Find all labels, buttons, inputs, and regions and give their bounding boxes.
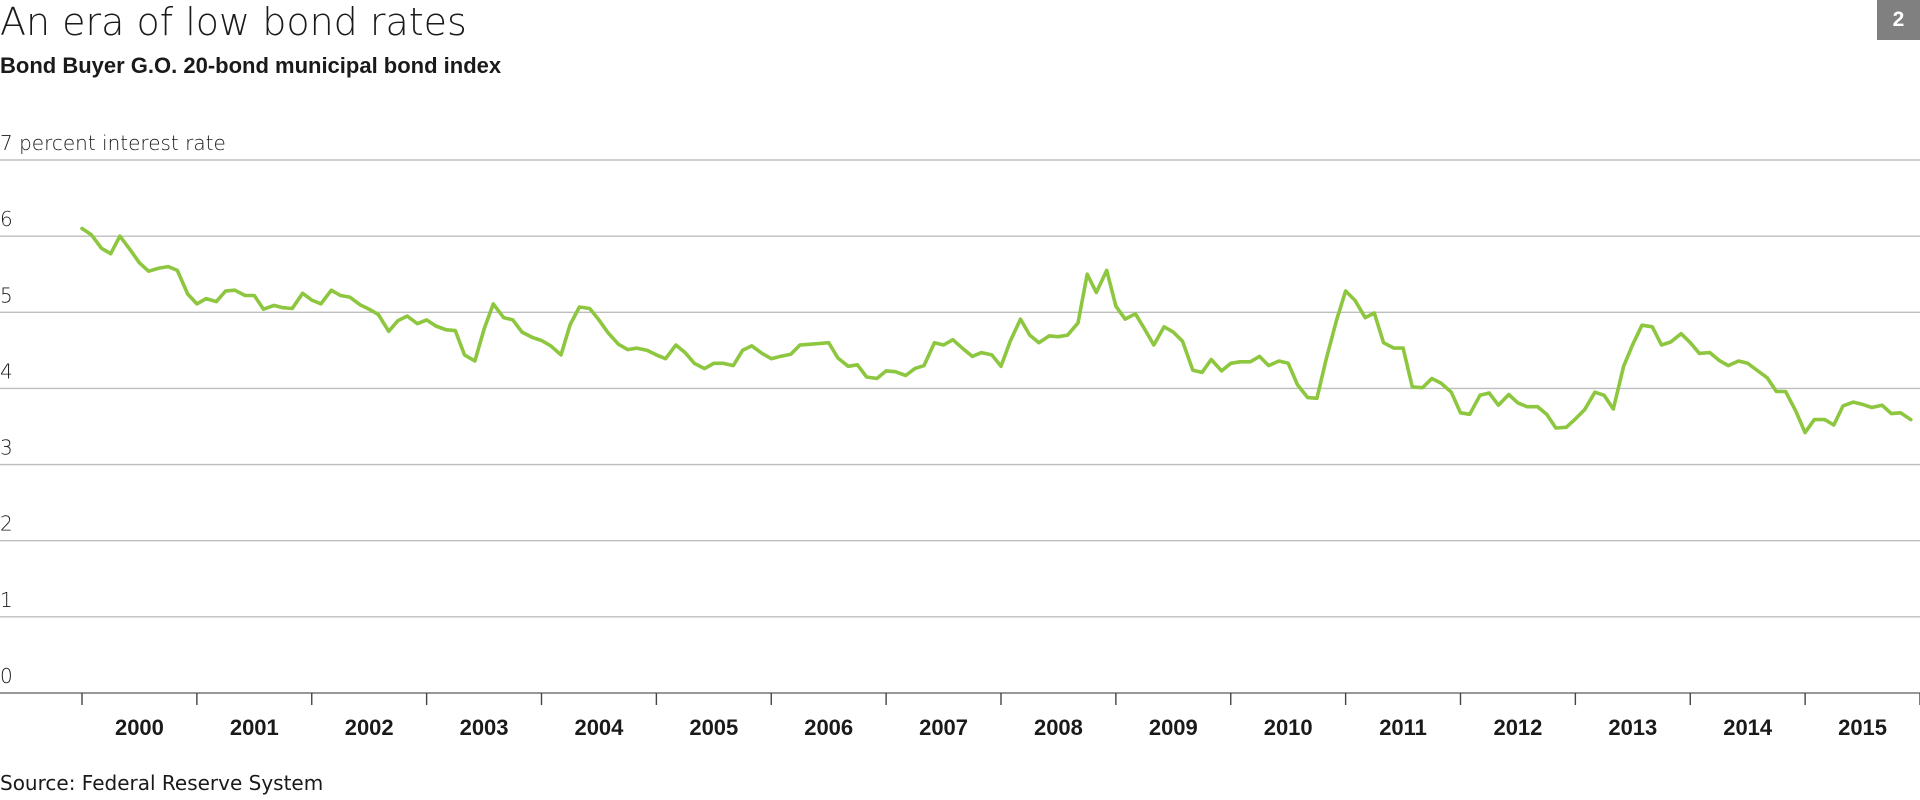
line-chart: 0 1 2 3 4 5 6 7 percent interest rate 2000 2001 20… bbox=[0, 131, 1920, 740]
y-tick-label: 7 percent interest rate bbox=[0, 131, 226, 155]
x-tick-label: 2004 bbox=[574, 715, 624, 740]
x-tick-label: 2003 bbox=[460, 715, 509, 740]
x-tick-label: 2002 bbox=[345, 715, 394, 740]
y-tick-label: 4 bbox=[0, 359, 13, 383]
x-tick-label: 2006 bbox=[804, 715, 853, 740]
x-tick-label: 2008 bbox=[1034, 715, 1083, 740]
series-line-0 bbox=[80, 226, 1913, 435]
figure-number-badge: 2 bbox=[1877, 0, 1920, 40]
y-tick-label: 5 bbox=[0, 283, 13, 307]
x-tick-label: 2014 bbox=[1723, 715, 1773, 740]
y-tick-label: 1 bbox=[0, 588, 13, 612]
x-tick-label: 2001 bbox=[230, 715, 279, 740]
x-tick-label: 2009 bbox=[1149, 715, 1198, 740]
x-tick-label: 2013 bbox=[1608, 715, 1657, 740]
source-note: Source: Federal Reserve System bbox=[0, 771, 324, 795]
y-tick-label: 0 bbox=[0, 664, 13, 688]
chart-subtitle: Bond Buyer G.O. 20-bond municipal bond i… bbox=[0, 53, 502, 78]
x-tick-label: 2007 bbox=[919, 715, 968, 740]
x-tick-label: 2005 bbox=[689, 715, 738, 740]
x-tick-label: 2012 bbox=[1493, 715, 1542, 740]
x-tick-label: 2000 bbox=[115, 715, 164, 740]
chart-title: An era of low bond rates bbox=[0, 0, 467, 44]
y-tick-label: 3 bbox=[0, 436, 13, 460]
x-tick-label: 2015 bbox=[1838, 715, 1887, 740]
x-tick-label: 2011 bbox=[1379, 715, 1427, 740]
y-tick-label: 2 bbox=[0, 512, 13, 536]
x-tick-label: 2010 bbox=[1264, 715, 1313, 740]
y-tick-label: 6 bbox=[0, 207, 13, 231]
